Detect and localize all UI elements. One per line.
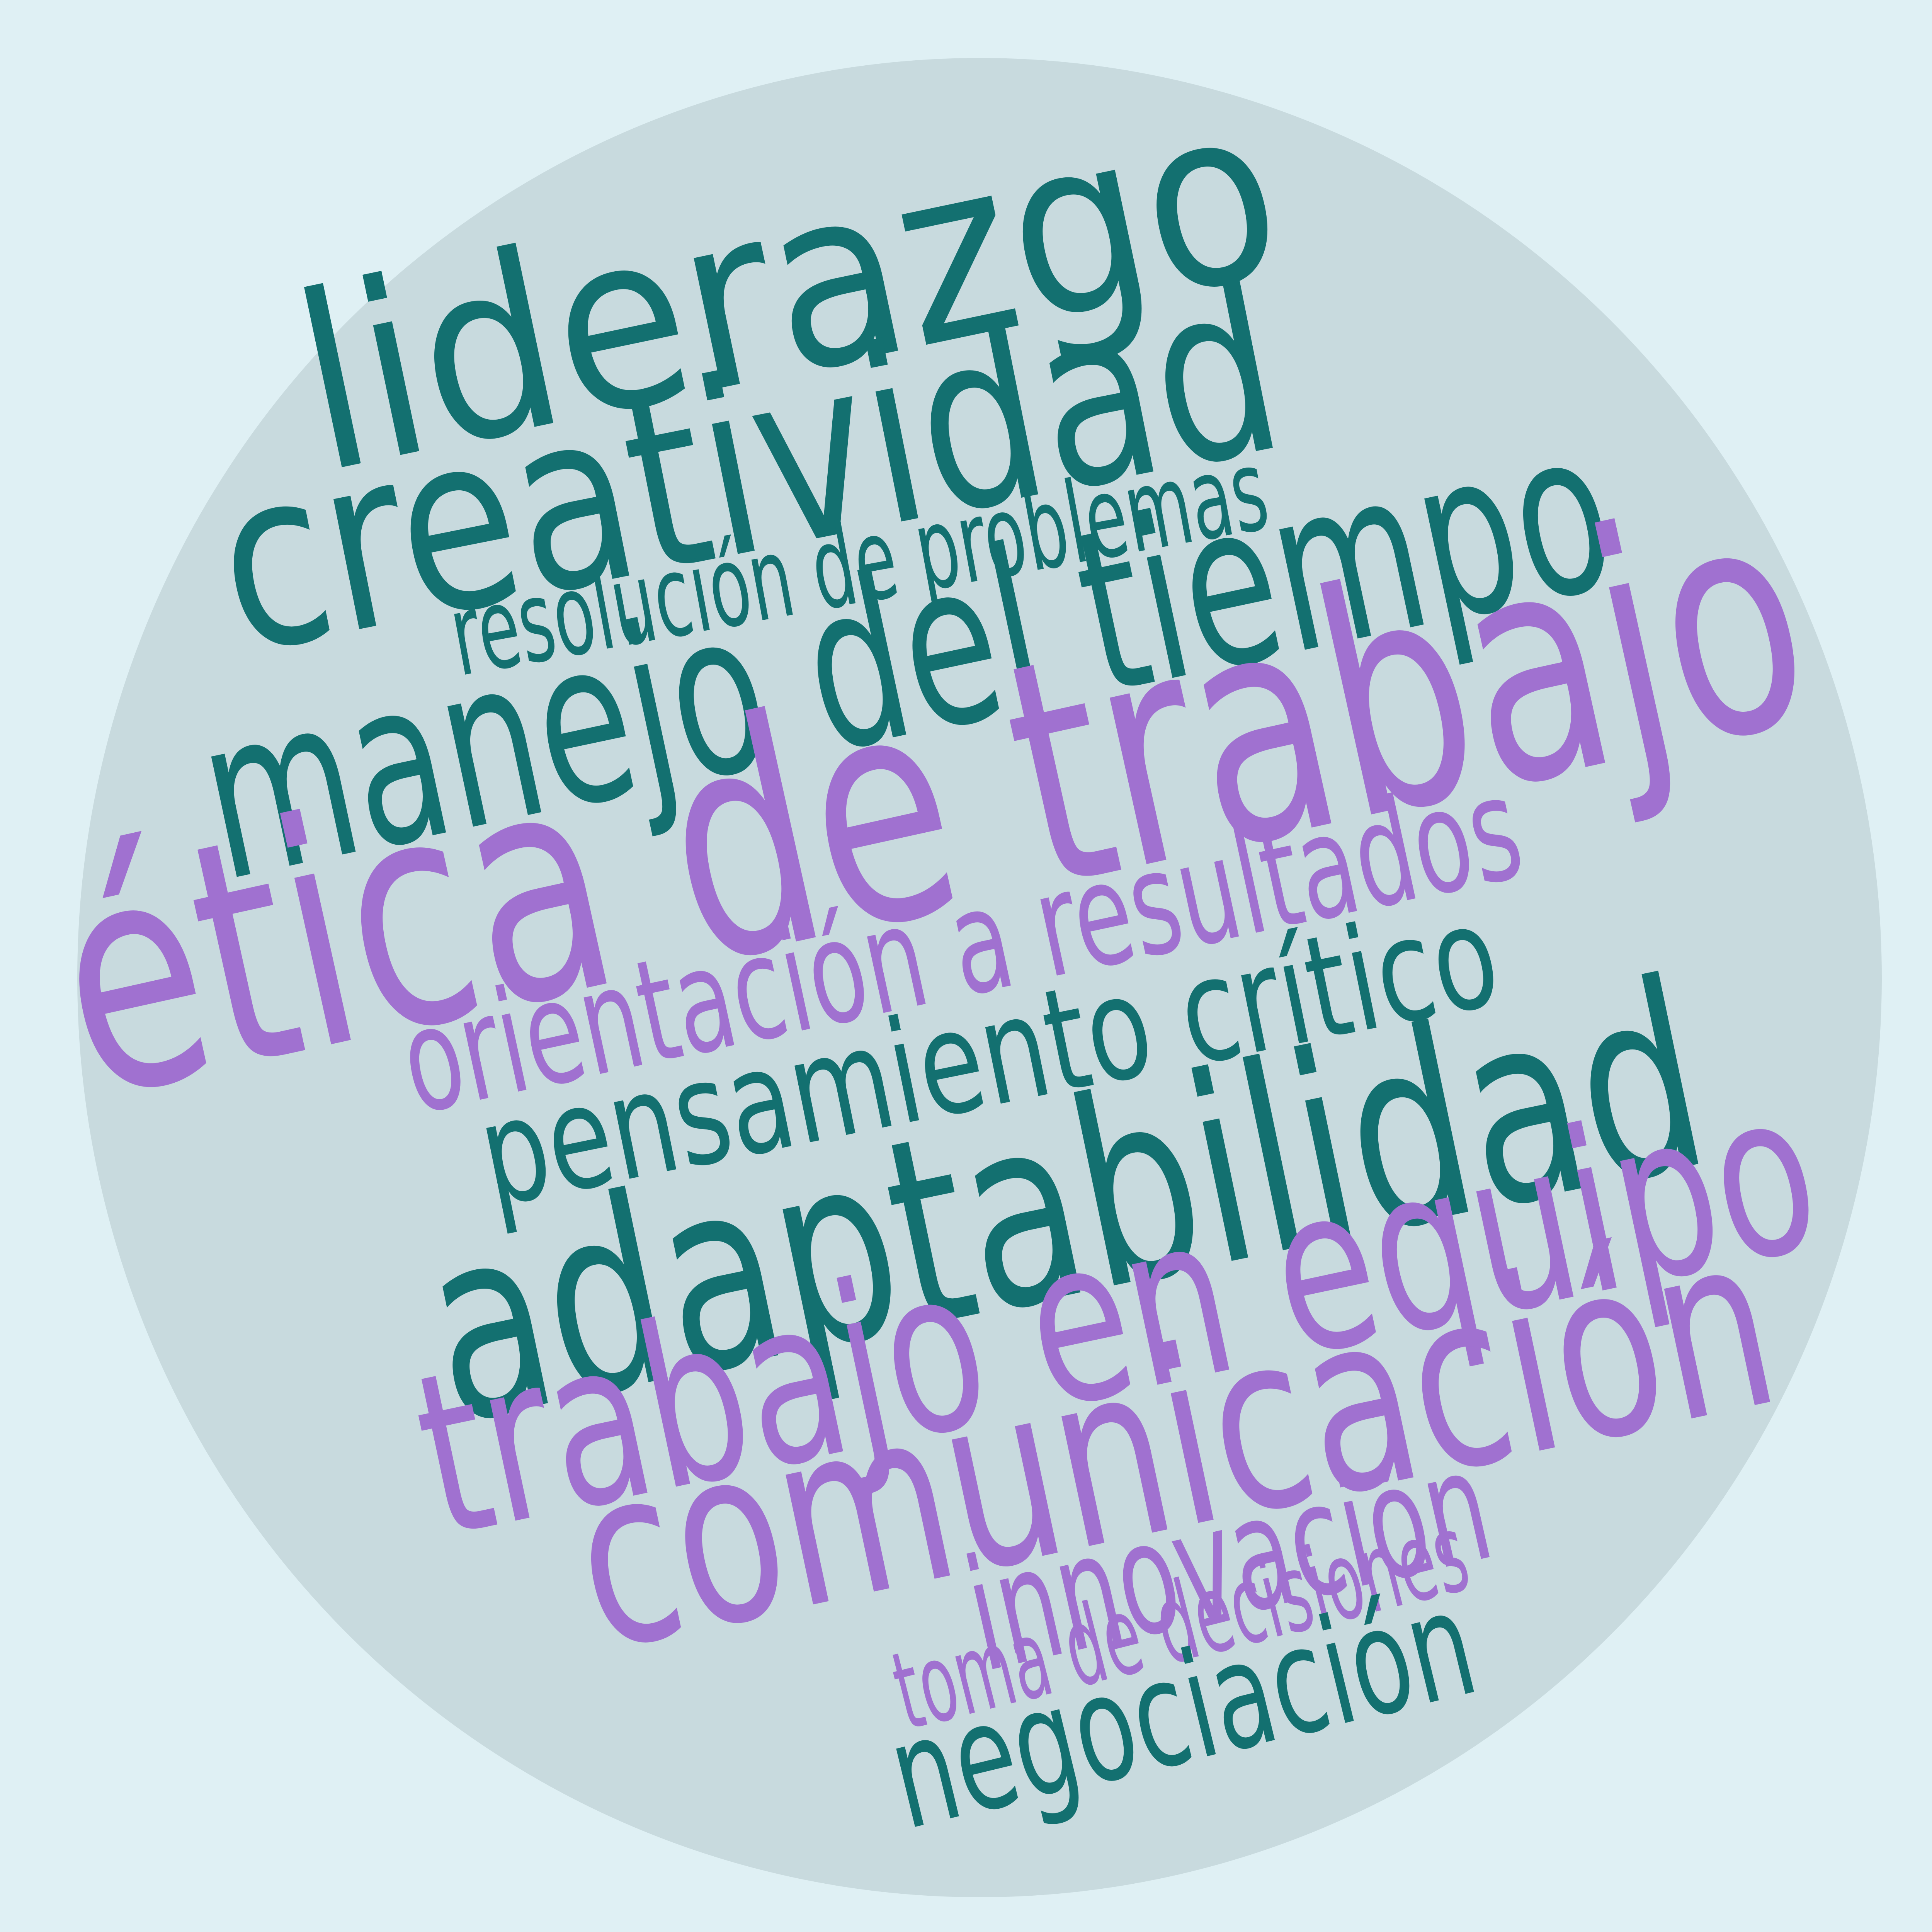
background-disc — [77, 58, 1882, 1897]
